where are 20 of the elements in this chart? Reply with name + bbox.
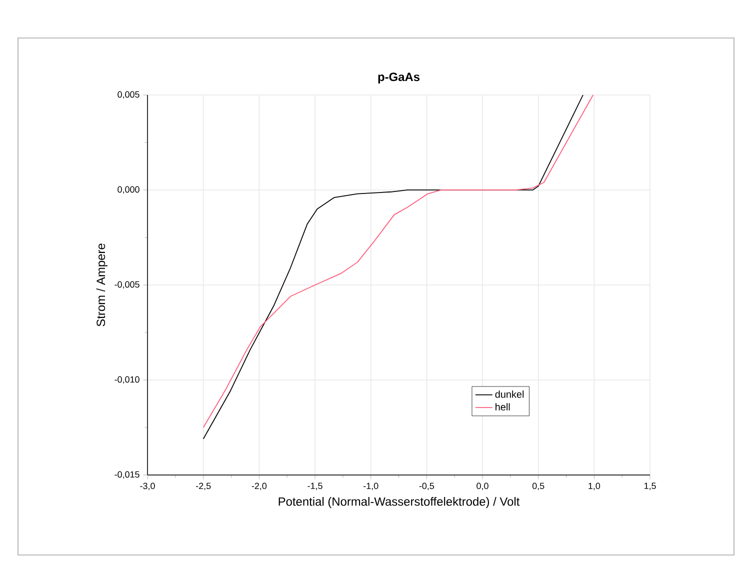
y-tick-label: -0,010: [114, 376, 140, 384]
y-tick-label: -0,005: [114, 281, 140, 289]
x-tick-label: -1,5: [308, 482, 322, 490]
x-tick-label: 0,5: [532, 482, 544, 490]
legend-label: hell: [496, 403, 510, 410]
x-tick-label: -2,0: [252, 482, 267, 490]
y-tick-label: 0,005: [118, 91, 140, 99]
x-tick-label: 1,0: [588, 482, 600, 490]
x-tick-label: -0,5: [419, 482, 434, 490]
y-tick-label: 0,000: [118, 186, 140, 194]
x-tick-label: -2,5: [196, 482, 211, 490]
y-tick-label: -0,015: [114, 471, 140, 479]
y-axis-title: Strom / Ampere: [96, 244, 108, 326]
x-tick-label: 0,0: [476, 482, 488, 490]
x-tick-label: -1,0: [364, 482, 378, 490]
x-axis-title: Potential (Normal-Wasserstoffelektrode) / Volt: [278, 497, 520, 508]
legend-label: dunkel: [495, 390, 524, 398]
x-tick-label: -3,0: [140, 482, 155, 490]
chart-title: p-GaAs: [378, 72, 420, 84]
x-tick-label: 1,5: [644, 482, 656, 490]
